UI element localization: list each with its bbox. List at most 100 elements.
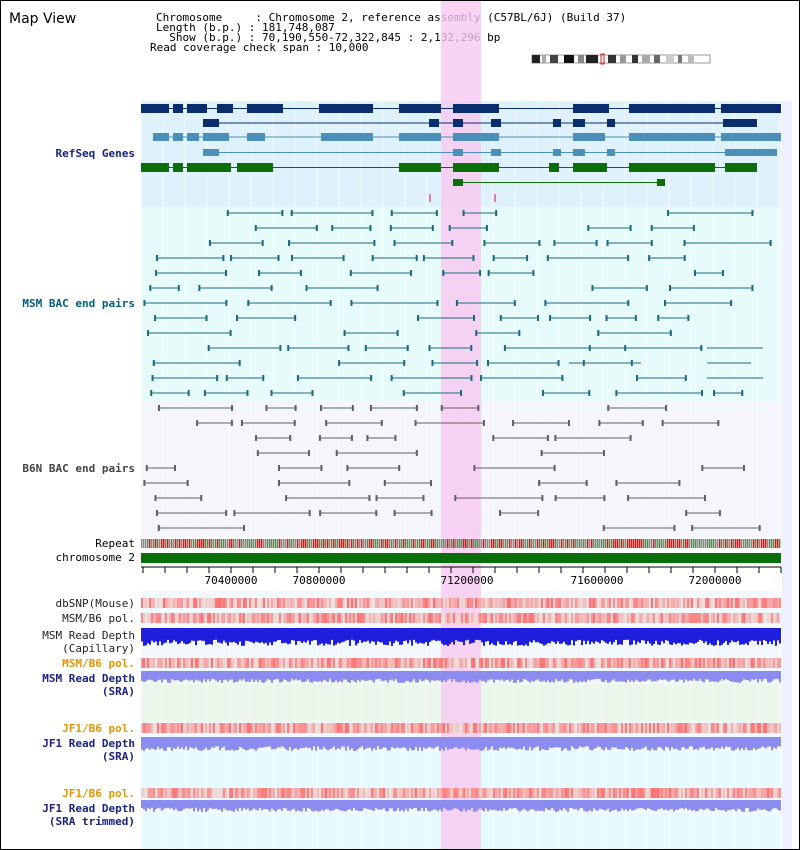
msm-b6-pol-heat-2 [465,658,467,668]
msm-b6-pol-heat [765,613,767,623]
jf1-depth-sra-bar [225,737,227,751]
repeat-mark [675,539,677,548]
jf1-b6-pol-heat [259,723,261,733]
jf1-depth-trim-bar [199,800,201,810]
jf1-depth-sra-bar [247,737,249,750]
dbsnp-heat [673,598,675,608]
msm-b6-pol-heat-2 [343,658,345,668]
track-label-repeat[interactable]: Repeat [95,537,135,550]
msm-b6-pol-heat [481,613,483,623]
dbsnp-heat [267,598,269,608]
jf1-depth-trim-bar [285,800,287,809]
jf1-b6-pol-heat [677,723,679,733]
track-label-refseq[interactable]: RefSeq Genes [55,147,135,160]
jf1-depth-trim-bar [587,800,589,812]
dbsnp-heat [451,598,453,608]
msm-b6-pol-heat-2 [545,658,547,668]
track-label-msm-b6-pol[interactable]: MSM/B6 pol. [62,612,135,625]
msm-b6-pol-heat-2 [491,658,493,668]
track-label-jf1-depth-sra[interactable]: JF1 Read Depth [42,737,135,750]
jf1-depth-trim-bar [499,800,501,811]
jf1-depth-trim-bar [341,800,343,811]
jf1-b6-pol-heat-2 [253,788,255,798]
msm-depth-capillary-bar [237,628,239,645]
track-label-jf1-depth-trimmed[interactable]: JF1 Read Depth [42,802,135,815]
repeat-mark [433,539,435,548]
jf1-b6-pol-heat-2 [261,788,263,798]
msm-bac-pair-end [480,375,483,381]
jf1-b6-pol-heat [667,723,669,733]
repeat-mark [667,539,669,548]
msm-b6-pol-heat-2 [695,658,697,668]
gene-exon [491,149,501,156]
track-label-jf1-b6-pol-2[interactable]: JF1/B6 pol. [62,787,135,800]
jf1-depth-sra-bar [523,737,525,747]
msm-b6-pol-heat-2 [677,658,679,668]
msm-b6-pol-heat [729,613,731,623]
gene-exon [629,133,715,141]
msm-b6-pol-heat [605,613,607,623]
jf1-b6-pol-heat [679,723,681,733]
jf1-depth-trim-bar [747,800,749,808]
repeat-mark [649,539,651,548]
msm-b6-pol-heat-2 [669,658,671,668]
jf1-depth-trim-bar [365,800,367,809]
repeat-mark [549,539,551,548]
jf1-depth-trim-bar [549,800,551,811]
msm-depth-capillary-bar [243,628,245,646]
track-label-b6n-bac[interactable]: B6N BAC end pairs [22,462,135,475]
track-label-msm-bac[interactable]: MSM BAC end pairs [22,297,135,310]
b6n-bac-pair-end [308,450,311,456]
jf1-b6-pol-heat-2 [565,788,567,798]
msm-b6-pol-heat [621,613,623,623]
msm-b6-pol-heat-2 [527,658,529,668]
dbsnp-heat [737,598,739,608]
track-label-msm-b6-pol-2[interactable]: MSM/B6 pol. [62,657,135,670]
gene-exon [247,104,283,113]
track-label-msm-depth-capillary[interactable]: MSM Read Depth [42,629,135,642]
msm-b6-pol-heat [699,613,701,623]
repeat-mark [231,539,233,548]
jf1-depth-sra-bar [319,737,321,750]
track-label-jf1-b6-pol[interactable]: JF1/B6 pol. [62,722,135,735]
scroll-strip[interactable] [782,101,792,849]
jf1-depth-sra-bar [329,737,331,749]
track-label-msm-depth-sra[interactable]: MSM Read Depth [42,672,135,685]
msm-depth-sra-bar [235,671,237,683]
track-label-dbsnp[interactable]: dbSNP(Mouse) [55,597,135,610]
chromosome-ideogram[interactable] [528,53,714,65]
repeat-mark [379,539,381,548]
dbsnp-heat [531,598,533,608]
msm-depth-sra-bar [187,671,189,681]
jf1-b6-pol-heat [201,723,203,733]
repeat-mark [715,539,717,548]
b6n-bac-pair-end [482,420,485,426]
dbsnp-heat [191,598,193,608]
msm-b6-pol-heat [653,613,655,623]
dbsnp-heat [323,598,325,608]
msm-depth-sra-bar [649,671,651,680]
dbsnp-heat [279,598,281,608]
jf1-b6-pol-heat-2 [271,788,273,798]
msm-b6-pol-heat [461,613,463,623]
track-label-chromosome[interactable]: chromosome 2 [55,551,135,564]
msm-depth-sra-bar [241,671,243,681]
msm-depth-capillary-bar [771,628,773,645]
dbsnp-heat [261,598,263,608]
jf1-b6-pol-heat-2 [611,788,613,798]
msm-depth-capillary-bar [331,628,333,640]
jf1-depth-sra-bar [421,737,423,751]
jf1-b6-pol-heat-2 [531,788,533,798]
msm-depth-capillary-bar [601,628,603,641]
repeat-mark [681,539,683,548]
msm-b6-pol-heat-2 [645,658,647,668]
msm-b6-pol-heat-2 [745,658,747,668]
jf1-depth-sra-bar [179,737,181,749]
msm-bac-pair-end [627,300,630,306]
jf1-b6-pol-heat-2 [649,788,651,798]
gene-exon [399,163,441,172]
msm-depth-sra-bar [519,671,521,683]
jf1-depth-sra-bar [233,737,235,751]
jf1-b6-pol-heat-2 [349,788,351,798]
